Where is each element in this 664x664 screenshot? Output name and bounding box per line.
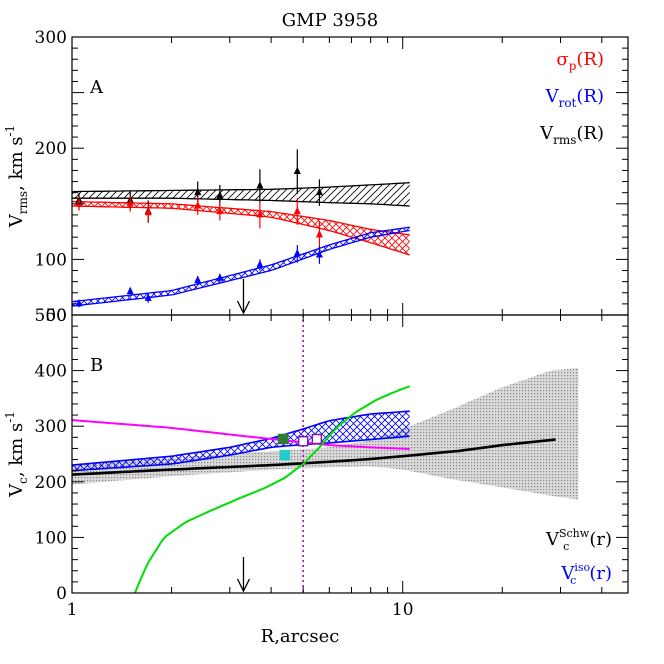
iso-band xyxy=(72,411,410,471)
y-axis-label: Vc, km s-1 xyxy=(3,411,30,498)
iso-band-upper-edge xyxy=(72,410,410,466)
sigma-point xyxy=(144,207,152,216)
schw-band xyxy=(72,367,579,500)
legend-entry: σp(R) xyxy=(556,49,604,73)
magenta-curve xyxy=(72,419,410,450)
vrot-point xyxy=(256,259,264,268)
y-tick-label: 500 xyxy=(35,306,67,326)
marker-square xyxy=(277,433,289,445)
vrot-band-lower-edge xyxy=(72,229,410,307)
sigma-point xyxy=(194,201,202,209)
chart-title: GMP 3958 xyxy=(282,10,378,31)
vrot-point xyxy=(216,273,224,281)
sigma-point xyxy=(256,209,264,218)
vrot-point xyxy=(293,248,301,257)
vrot-point xyxy=(75,298,83,307)
y-tick-label: 200 xyxy=(35,473,67,493)
marker-square xyxy=(279,449,291,461)
plot-area xyxy=(72,315,579,593)
vrot-point xyxy=(144,293,152,301)
sigma-point xyxy=(216,206,224,215)
x-axis-label: R,arcsec xyxy=(261,626,340,647)
x-tick-label: 10 xyxy=(392,600,414,620)
y-axis-label: Vrms, km s-1 xyxy=(3,125,30,228)
legend-entry: Vrot(R) xyxy=(545,86,604,110)
vrms-point xyxy=(216,191,224,199)
green-curve xyxy=(133,385,411,593)
panel-a: 50 100 200 300 Vrms, km s-1 Aσp(R) Vrot(R) Vrms… xyxy=(3,28,629,326)
plot-area xyxy=(72,149,410,308)
legend-entry: Viso c (r) xyxy=(560,561,612,587)
iso-band-lower-edge xyxy=(72,435,410,472)
y-tick-label: 100 xyxy=(35,250,67,270)
sigma-point xyxy=(315,229,323,238)
vrms-point xyxy=(293,166,301,175)
y-tick-label: 0 xyxy=(56,584,67,604)
legend-entry: VSchw c (r) xyxy=(545,527,612,553)
vrms-band xyxy=(72,182,410,206)
vrot-point xyxy=(315,249,323,258)
sigma-point xyxy=(126,198,134,207)
y-tick-label: 50 xyxy=(45,306,67,326)
panel-b: 0 100 200 300 400 500 1 10 R,arcsec Vc, km s-1 B VS… xyxy=(3,306,629,647)
arrow-head xyxy=(236,300,251,315)
legend-entry: Vrms(R) xyxy=(539,123,604,147)
vrms-point xyxy=(256,181,264,189)
panel-label: A xyxy=(89,77,104,98)
vrms-point xyxy=(194,187,202,196)
y-tick-label: 300 xyxy=(35,28,67,48)
axes-frame xyxy=(71,36,629,316)
vrot-point xyxy=(194,275,202,284)
vrot-band xyxy=(72,227,410,307)
panel-label: B xyxy=(90,355,103,376)
vrot-band-upper-edge xyxy=(72,226,410,303)
arrow-head xyxy=(236,578,251,593)
vrms-point xyxy=(315,187,323,196)
marker-square xyxy=(311,433,323,445)
sigma-point xyxy=(75,198,83,207)
y-tick-label: 200 xyxy=(35,139,67,159)
vrms-band-upper-edge xyxy=(72,182,410,193)
y-tick-label: 400 xyxy=(35,362,67,382)
axes-frame xyxy=(71,314,629,594)
sigma-point xyxy=(293,206,301,215)
y-tick-label: 100 xyxy=(35,528,67,548)
vrms-band-lower-edge xyxy=(72,197,410,207)
vrot-point xyxy=(126,286,134,295)
x-tick-label: 1 xyxy=(67,600,78,620)
y-tick-label: 300 xyxy=(35,417,67,437)
marker-square xyxy=(297,435,309,447)
schw-curve xyxy=(72,438,556,476)
sigma-band xyxy=(72,201,410,255)
